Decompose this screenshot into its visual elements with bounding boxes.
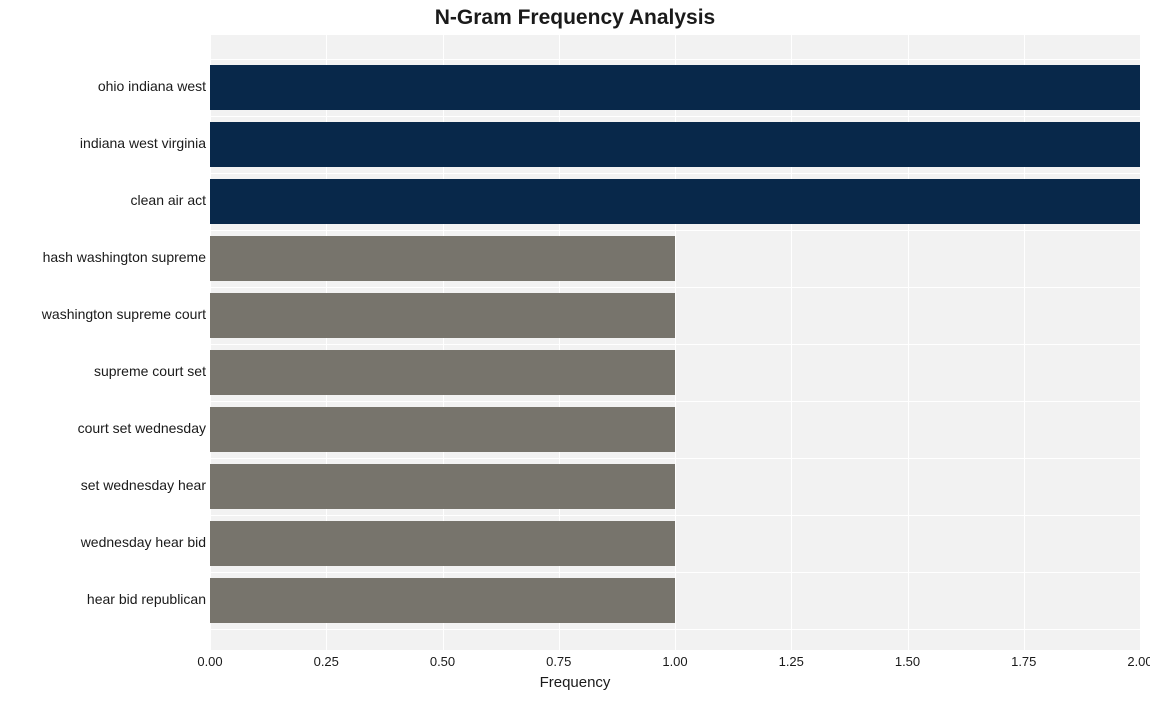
chart-title: N-Gram Frequency Analysis	[0, 6, 1150, 30]
gridline-h	[210, 344, 1140, 345]
bar	[210, 578, 675, 623]
y-tick-label: washington supreme court	[6, 306, 206, 322]
y-tick-label: clean air act	[6, 192, 206, 208]
x-tick: 1.25	[779, 654, 804, 669]
bar	[210, 65, 1140, 110]
x-tick: 0.50	[430, 654, 455, 669]
bar	[210, 464, 675, 509]
gridline-h	[210, 401, 1140, 402]
bar	[210, 521, 675, 566]
gridline-h	[210, 287, 1140, 288]
y-tick-label: supreme court set	[6, 363, 206, 379]
gridline-h	[210, 458, 1140, 459]
x-tick: 1.75	[1011, 654, 1036, 669]
x-tick: 0.25	[314, 654, 339, 669]
bar	[210, 236, 675, 281]
gridline-h	[210, 629, 1140, 630]
ngram-frequency-chart: N-Gram Frequency Analysis Frequency 0.00…	[0, 0, 1150, 701]
gridline-v	[1140, 35, 1141, 650]
gridline-h	[210, 116, 1140, 117]
y-tick-label: indiana west virginia	[6, 135, 206, 151]
bar	[210, 350, 675, 395]
gridline-h	[210, 515, 1140, 516]
x-tick: 1.50	[895, 654, 920, 669]
gridline-h	[210, 230, 1140, 231]
gridline-h	[210, 59, 1140, 60]
plot-area	[210, 35, 1140, 650]
x-tick: 0.75	[546, 654, 571, 669]
bar	[210, 122, 1140, 167]
x-axis-label: Frequency	[0, 674, 1150, 691]
y-tick-label: ohio indiana west	[6, 78, 206, 94]
y-tick-label: set wednesday hear	[6, 477, 206, 493]
y-tick-label: court set wednesday	[6, 420, 206, 436]
x-tick: 1.00	[662, 654, 687, 669]
gridline-h	[210, 572, 1140, 573]
bar	[210, 293, 675, 338]
gridline-h	[210, 173, 1140, 174]
bar	[210, 179, 1140, 224]
bar	[210, 407, 675, 452]
y-tick-label: hash washington supreme	[6, 249, 206, 265]
x-tick: 2.00	[1127, 654, 1150, 669]
y-tick-label: hear bid republican	[6, 591, 206, 607]
y-tick-label: wednesday hear bid	[6, 534, 206, 550]
x-tick: 0.00	[197, 654, 222, 669]
